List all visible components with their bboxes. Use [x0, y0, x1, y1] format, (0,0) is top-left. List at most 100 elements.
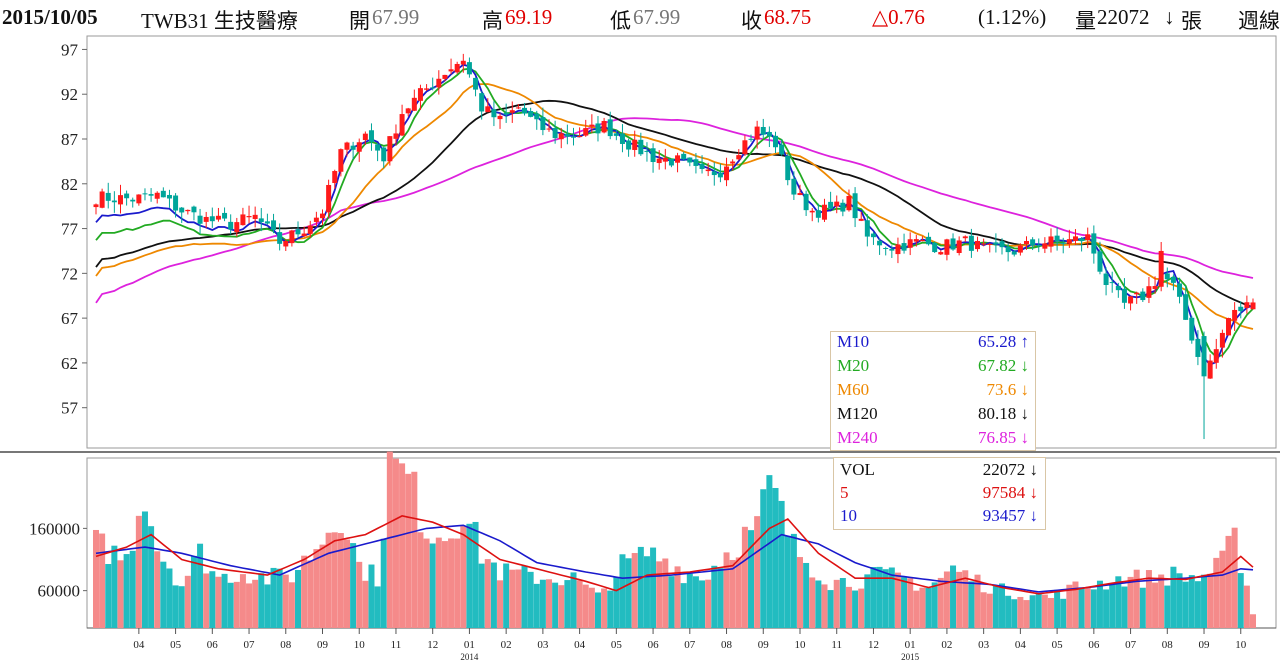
- month-label: 09: [758, 639, 770, 651]
- volume-bar: [184, 575, 191, 628]
- volume-bar: [668, 576, 675, 628]
- volume-bar: [515, 569, 522, 628]
- volume-bar: [1115, 576, 1122, 628]
- legend-vol5-name: 5: [840, 483, 849, 502]
- candle-body: [583, 128, 589, 136]
- candle-body: [136, 194, 142, 204]
- candle-body: [552, 128, 558, 139]
- candle-body: [736, 155, 742, 160]
- volume-bar: [307, 560, 314, 628]
- month-label: 01: [464, 639, 475, 651]
- candle-body: [332, 171, 338, 184]
- candle-body: [117, 195, 123, 205]
- candle-body: [724, 166, 730, 181]
- volume-bar: [876, 566, 883, 628]
- legend-m20-name: M20: [837, 356, 870, 375]
- volume-bar: [380, 538, 387, 628]
- volume-bar: [784, 535, 791, 628]
- candle-body: [705, 169, 711, 172]
- candle-body: [1079, 238, 1085, 242]
- month-label: 11: [391, 639, 402, 651]
- year-label: 2014: [460, 652, 479, 662]
- volume-bar: [931, 582, 938, 628]
- candle-body: [368, 130, 374, 142]
- volume-bar: [625, 558, 632, 628]
- candle-body: [1219, 332, 1225, 348]
- month-label: 05: [1052, 639, 1064, 651]
- candle-body: [840, 202, 846, 212]
- volume-bar: [968, 581, 975, 628]
- volume-bar: [772, 487, 779, 628]
- volume-bar: [1066, 584, 1073, 628]
- candle-body: [607, 119, 613, 137]
- candle-body: [993, 242, 999, 245]
- candle-body: [711, 171, 717, 176]
- candle-body: [1042, 243, 1048, 249]
- candle-body: [1023, 241, 1029, 245]
- volume-bar: [1121, 586, 1128, 628]
- candle-body: [540, 117, 546, 131]
- candle-body: [1036, 244, 1042, 246]
- volume-legend: VOL 22072 ↓ 5 97584 ↓ 10 93457 ↓: [833, 457, 1046, 530]
- volume-bar: [313, 549, 320, 628]
- candle-body: [1017, 245, 1023, 253]
- legend-m60-arrow-icon: ↓: [1020, 380, 1030, 399]
- legend-m60-value: 73.6: [986, 380, 1017, 399]
- candle-body: [99, 191, 105, 208]
- price-panel-frame: [86, 35, 1277, 449]
- candle-body: [717, 172, 723, 178]
- candle-body: [203, 216, 209, 222]
- open-value: 67.99: [372, 5, 420, 29]
- volume-bar: [197, 543, 204, 628]
- volume-bar: [1145, 570, 1152, 628]
- volume-bar: [533, 583, 540, 628]
- volume-bar: [1029, 595, 1036, 628]
- open-label: 開: [349, 9, 370, 33]
- volume-bar: [723, 552, 730, 628]
- candle-body: [222, 212, 228, 219]
- candle-body: [901, 243, 907, 251]
- candle-body: [509, 110, 515, 113]
- candle-body: [619, 133, 625, 144]
- volume-tick-label: 160000: [29, 519, 80, 538]
- legend-m120-arrow-icon: ↓: [1020, 404, 1030, 423]
- volume-ma10-line: [95, 524, 1254, 593]
- month-label: 10: [1235, 639, 1247, 651]
- candle-body: [699, 163, 705, 169]
- volume-bar: [643, 556, 650, 628]
- candle-body: [650, 148, 656, 163]
- candle-body: [742, 140, 748, 155]
- legend-m20: M20 67.82 ↓: [837, 356, 1029, 380]
- volume-bar: [809, 577, 816, 628]
- volume-bar: [1213, 557, 1220, 628]
- legend-m120-name: M120: [837, 404, 878, 423]
- volume-bar: [613, 576, 620, 628]
- candle-body: [895, 244, 901, 255]
- volume-bar: [1225, 535, 1232, 628]
- candle-body: [1072, 236, 1078, 241]
- candle-body: [1066, 239, 1072, 244]
- candle-body: [932, 242, 938, 253]
- volume-bar: [1139, 587, 1146, 628]
- volume-bar: [821, 584, 828, 628]
- candle-body: [632, 139, 638, 150]
- volume-bar: [980, 592, 987, 628]
- candle-body: [326, 184, 332, 213]
- volume-bar: [282, 574, 289, 628]
- quote-date: 2015/10/05: [2, 5, 98, 29]
- volume-bar: [558, 585, 565, 628]
- legend-vol-name: VOL: [840, 460, 875, 479]
- volume-bar: [221, 573, 228, 628]
- volume-bar: [943, 571, 950, 628]
- volume-bar: [1207, 573, 1214, 628]
- legend-m60: M60 73.6 ↓: [837, 380, 1029, 404]
- volume-bar: [1127, 576, 1134, 628]
- volume-bar: [233, 581, 240, 628]
- candle-body: [546, 128, 552, 130]
- volume-bar: [135, 515, 142, 628]
- candle-body: [130, 199, 136, 202]
- volume-bar: [350, 543, 357, 628]
- candle-body: [675, 155, 681, 163]
- low-label: 低: [610, 9, 631, 33]
